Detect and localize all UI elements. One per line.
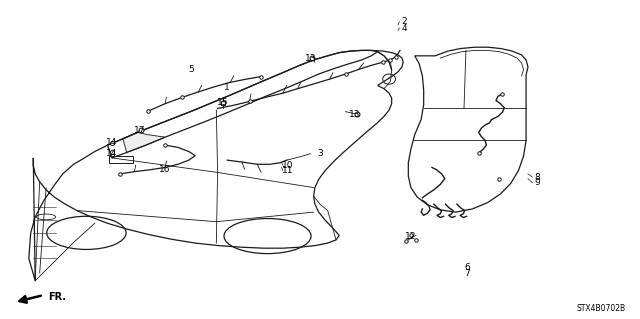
Text: 4: 4 [402,24,407,33]
Text: 1: 1 [225,83,230,92]
Text: 16: 16 [159,165,171,174]
Text: 6: 6 [465,263,470,272]
Text: 17: 17 [134,126,145,135]
Text: 3: 3 [317,149,323,158]
Text: 14: 14 [106,138,118,147]
Text: 11: 11 [282,166,294,175]
Text: 2: 2 [402,17,407,26]
Text: 5: 5 [188,65,193,74]
Text: 7: 7 [465,269,470,278]
Text: 13: 13 [349,110,361,119]
Text: 9: 9 [535,178,540,187]
Text: 14: 14 [106,149,118,158]
Text: 15: 15 [217,98,228,107]
Text: 8: 8 [535,173,540,182]
Text: STX4B0702B: STX4B0702B [577,304,626,313]
Text: FR.: FR. [48,292,66,302]
Text: 10: 10 [282,161,294,170]
Text: 13: 13 [305,54,316,63]
Text: 12: 12 [405,232,417,241]
Polygon shape [123,132,165,152]
